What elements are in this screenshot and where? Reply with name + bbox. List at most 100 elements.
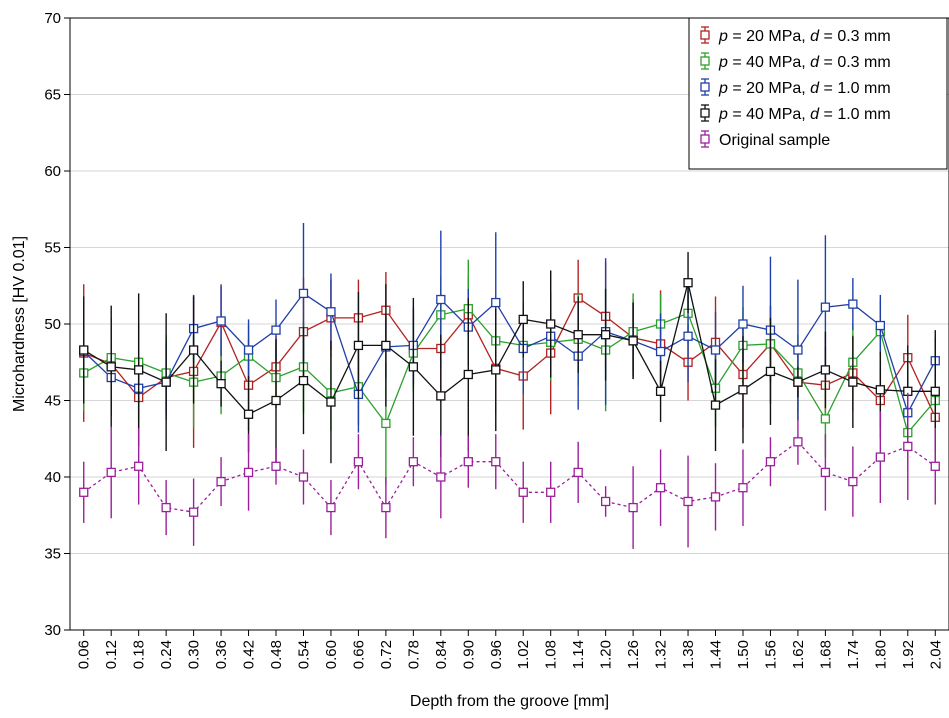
x-tick-label: 1.20 bbox=[598, 640, 615, 669]
y-tick-label: 30 bbox=[44, 622, 61, 639]
data-point bbox=[161, 377, 171, 387]
data-point bbox=[134, 365, 144, 375]
data-point bbox=[793, 345, 803, 355]
legend-label-part: = 1.0 mm bbox=[819, 80, 891, 97]
data-point bbox=[600, 330, 611, 340]
data-point bbox=[655, 483, 666, 493]
legend-label-part: p bbox=[718, 28, 728, 45]
y-tick-label: 50 bbox=[44, 316, 61, 333]
x-tick-label: 1.14 bbox=[570, 640, 587, 669]
data-point bbox=[518, 487, 528, 497]
x-tick-label: 2.04 bbox=[927, 640, 944, 669]
x-tick-label: 1.92 bbox=[900, 640, 917, 669]
data-point bbox=[408, 457, 419, 467]
data-point bbox=[875, 452, 885, 462]
x-tick-label: 0.96 bbox=[488, 640, 505, 669]
data-point bbox=[298, 375, 309, 386]
data-point bbox=[738, 483, 748, 493]
data-point bbox=[326, 397, 336, 407]
data-point bbox=[793, 377, 803, 387]
x-tick-label: 0.66 bbox=[350, 640, 367, 669]
x-axis-title: Depth from the groove [mm] bbox=[410, 693, 609, 710]
data-point bbox=[216, 379, 226, 389]
data-point bbox=[546, 487, 556, 497]
data-point bbox=[134, 461, 144, 471]
legend-label-part: = 40 MPa, bbox=[728, 54, 810, 71]
data-point bbox=[436, 391, 446, 401]
legend-box bbox=[688, 17, 948, 170]
legend-label-part: p bbox=[718, 80, 728, 97]
data-point bbox=[518, 314, 528, 325]
legend-label: p = 20 MPa, d = 1.0 mm bbox=[718, 80, 891, 97]
data-point bbox=[546, 319, 556, 329]
data-point bbox=[436, 472, 446, 482]
data-point bbox=[188, 507, 199, 517]
data-point bbox=[875, 385, 885, 395]
x-tick-label: 0.60 bbox=[323, 640, 340, 669]
x-tick-label: 1.08 bbox=[543, 640, 560, 669]
x-tick-label: 1.44 bbox=[708, 640, 725, 669]
x-tick-label: 1.26 bbox=[625, 640, 642, 669]
legend-label-part: = 40 MPa, bbox=[728, 106, 810, 123]
data-point bbox=[655, 386, 666, 396]
data-point bbox=[271, 395, 281, 406]
data-point bbox=[710, 492, 721, 502]
data-point bbox=[710, 400, 721, 410]
y-tick-label: 45 bbox=[44, 393, 61, 410]
data-point bbox=[381, 418, 391, 429]
data-point bbox=[655, 346, 666, 357]
data-point bbox=[875, 320, 885, 331]
data-point bbox=[243, 345, 254, 355]
y-tick-label: 60 bbox=[44, 163, 61, 180]
data-point bbox=[820, 414, 831, 424]
x-tick-label: 1.32 bbox=[653, 640, 670, 669]
legend-marker bbox=[700, 30, 710, 40]
x-tick-label: 0.54 bbox=[295, 640, 312, 669]
data-point bbox=[408, 362, 419, 372]
data-point bbox=[353, 457, 364, 467]
data-point bbox=[848, 299, 858, 309]
data-point bbox=[243, 467, 254, 478]
legend: p = 20 MPa, d = 0.3 mmp = 40 MPa, d = 0.… bbox=[688, 17, 948, 170]
data-point bbox=[820, 467, 831, 478]
legend-marker bbox=[700, 82, 710, 92]
legend-marker bbox=[700, 108, 710, 118]
data-point bbox=[930, 386, 940, 396]
x-tick-label: 1.38 bbox=[680, 640, 697, 669]
data-point bbox=[820, 365, 831, 375]
legend-label: p = 20 MPa, d = 0.3 mm bbox=[718, 28, 891, 45]
legend-label: p = 40 MPa, d = 0.3 mm bbox=[718, 54, 891, 71]
data-point bbox=[326, 307, 336, 317]
data-point bbox=[188, 345, 199, 355]
data-point bbox=[216, 476, 226, 487]
legend-label-part: d bbox=[810, 106, 820, 123]
data-point bbox=[381, 502, 391, 513]
data-point bbox=[463, 369, 473, 380]
data-point bbox=[628, 502, 638, 513]
data-point bbox=[271, 325, 281, 335]
legend-marker bbox=[700, 56, 710, 66]
legend-label-part: d bbox=[810, 54, 820, 71]
x-tick-label: 1.80 bbox=[872, 640, 889, 669]
x-tick-label: 0.18 bbox=[131, 640, 148, 669]
x-tick-label: 0.12 bbox=[103, 640, 120, 669]
legend-label: p = 40 MPa, d = 1.0 mm bbox=[718, 106, 891, 123]
data-point bbox=[738, 385, 748, 395]
legend-label-part: d bbox=[810, 80, 820, 97]
x-tick-label: 0.48 bbox=[268, 640, 285, 669]
x-tick-label: 0.90 bbox=[460, 640, 477, 669]
x-tick-label: 0.06 bbox=[76, 640, 93, 669]
legend-label-part: = 0.3 mm bbox=[819, 28, 891, 45]
data-point bbox=[79, 487, 89, 497]
data-point bbox=[628, 336, 638, 346]
legend-label-part: = 1.0 mm bbox=[819, 106, 891, 123]
y-tick-label: 55 bbox=[44, 240, 61, 257]
data-point bbox=[848, 377, 858, 387]
x-tick-label: 0.36 bbox=[213, 640, 230, 669]
data-point bbox=[161, 502, 171, 513]
data-point bbox=[106, 362, 116, 372]
data-point bbox=[600, 496, 611, 507]
data-point bbox=[765, 366, 776, 377]
data-point bbox=[271, 461, 281, 471]
